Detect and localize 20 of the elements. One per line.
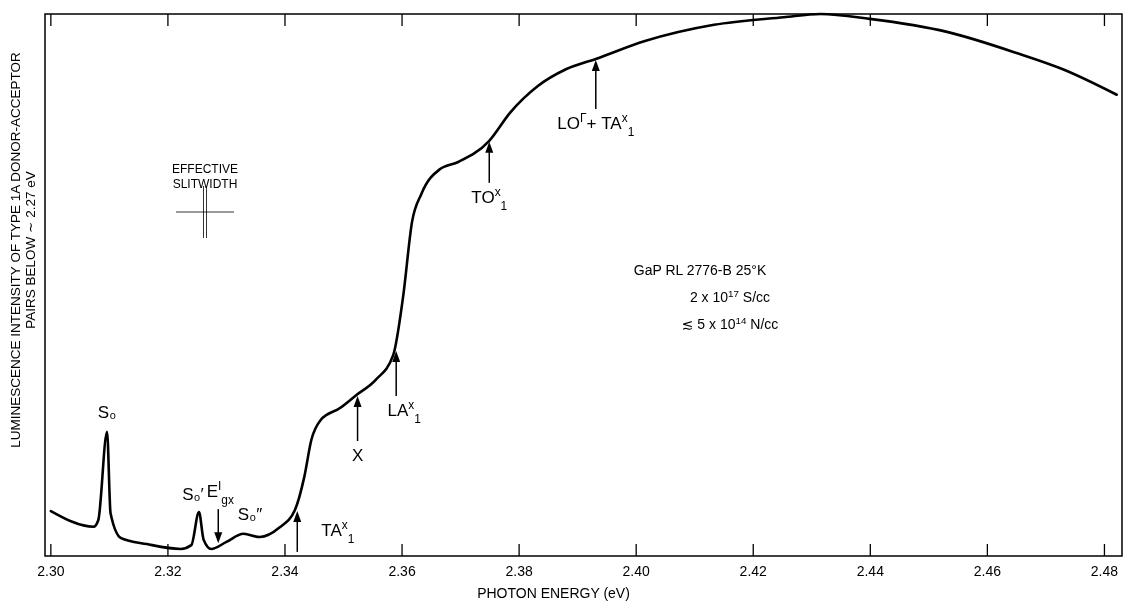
annotation: GaP RL 2776-B 25°K <box>633 262 767 278</box>
x-axis-title: PHOTON ENERGY (eV) <box>477 585 630 601</box>
x-tick-label: 2.38 <box>505 563 533 579</box>
x-tick-label: 2.48 <box>1090 563 1119 579</box>
annotation: S₀″ <box>237 504 263 524</box>
x-tick-label: 2.44 <box>856 563 885 579</box>
annotation: EFFECTIVE SLITWIDTH <box>171 162 239 191</box>
x-tick-label: 2.40 <box>622 563 651 579</box>
x-tick-label: 2.30 <box>37 563 65 579</box>
x-tick-label: 2.36 <box>388 563 416 579</box>
y-axis-title: LUMINESCENCE INTENSITY OF TYPE 1A DONOR-ACCEPTOR PAIRS BELOW ∼ 2.27 eV <box>8 52 38 448</box>
x-tick-label: 2.46 <box>973 563 1002 579</box>
annotation: S₀′ <box>182 485 204 505</box>
annotation: 2 x 10$^{17}$ S/cc <box>689 287 771 305</box>
annotation: ≲ 5 x 10$^{14}$ N/cc <box>681 314 779 332</box>
annotation: S₀ <box>97 402 117 422</box>
annotation: X <box>351 446 364 466</box>
x-tick-label: 2.32 <box>154 563 182 579</box>
x-tick-label: 2.34 <box>271 563 299 579</box>
x-tick-label: 2.42 <box>739 563 768 579</box>
